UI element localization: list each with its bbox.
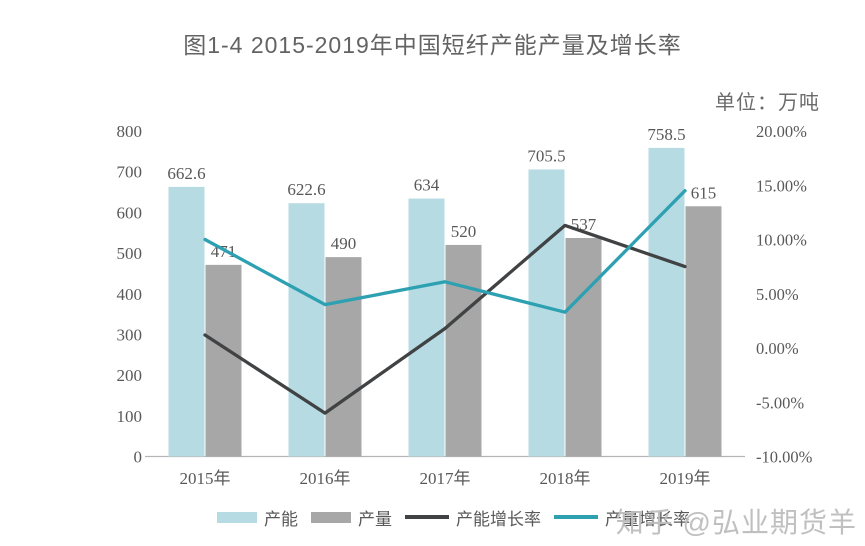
bar-value-label: 490 bbox=[331, 234, 357, 253]
right-axis-tick: 5.00% bbox=[756, 285, 799, 304]
right-axis-tick: 10.00% bbox=[756, 231, 807, 250]
bar-value-label: 662.6 bbox=[167, 164, 205, 183]
x-axis-category-label: 2017年 bbox=[420, 469, 471, 488]
legend-label: 产能 bbox=[264, 509, 298, 529]
legend-item-3: 产能增长率 bbox=[405, 505, 541, 530]
output-bar-2016年 bbox=[325, 257, 362, 457]
legend-label: 产能增长率 bbox=[456, 509, 541, 529]
right-axis-tick: 0.00% bbox=[756, 339, 799, 358]
legend-swatch-bar bbox=[217, 511, 257, 523]
legend-swatch-bar bbox=[311, 511, 351, 523]
capacity-bar-2017年 bbox=[408, 198, 445, 457]
right-axis-tick: 20.00% bbox=[756, 122, 807, 141]
bar-value-label: 622.6 bbox=[287, 180, 325, 199]
bar-value-label: 520 bbox=[451, 222, 477, 241]
capacity-bar-2019年 bbox=[648, 147, 685, 457]
x-axis-category-label: 2019年 bbox=[660, 469, 711, 488]
bar-value-label: 615 bbox=[691, 183, 717, 202]
right-axis-tick: 15.00% bbox=[756, 176, 807, 195]
legend-item-4: 产量增长率 bbox=[554, 505, 690, 530]
bar-value-label: 705.5 bbox=[527, 146, 565, 165]
bar-value-label: 634 bbox=[414, 176, 440, 195]
left-axis-tick: 600 bbox=[117, 203, 143, 222]
legend-swatch-line bbox=[554, 515, 598, 519]
capacity-growth-line bbox=[203, 223, 687, 415]
legend-label: 产量增长率 bbox=[605, 509, 690, 529]
capacity-bar-2018年 bbox=[528, 169, 565, 457]
legend-label: 产量 bbox=[358, 509, 392, 529]
bar-value-label: 758.5 bbox=[647, 125, 685, 144]
watermark: 知乎 @弘业期货羊 bbox=[615, 507, 857, 538]
left-axis-tick: 800 bbox=[117, 122, 143, 141]
output-bar-2019年 bbox=[685, 206, 722, 457]
output-bar-2018年 bbox=[565, 238, 602, 457]
output-growth-line bbox=[203, 189, 687, 314]
unit-label: 单位：万吨 bbox=[715, 92, 820, 114]
capacity-bars: 662.6 622.6 634 705.5 758.5 bbox=[167, 125, 686, 457]
left-axis-tick: 400 bbox=[117, 285, 143, 304]
x-axis-category-label: 2018年 bbox=[540, 469, 591, 488]
x-axis-category-label: 2016年 bbox=[300, 469, 351, 488]
left-axis-tick: 0 bbox=[134, 448, 143, 467]
chart-title: 图1-4 2015-2019年中国短纤产能产量及增长率 bbox=[183, 32, 682, 58]
left-axis-ticks: 800 700 600 500 400 300 200 100 0 bbox=[117, 122, 143, 467]
right-axis-tick: -5.00% bbox=[756, 393, 804, 412]
right-axis-ticks: 20.00% 15.00% 10.00% 5.00% 0.00% -5.00% -10.00… bbox=[756, 122, 813, 467]
right-axis-tick: -10.00% bbox=[756, 448, 813, 467]
legend: 产能 产量 产能增长率 产量增长率 bbox=[217, 505, 690, 530]
left-axis-tick: 500 bbox=[117, 244, 143, 263]
left-axis-tick: 200 bbox=[117, 366, 143, 385]
legend-swatch-line bbox=[405, 515, 449, 519]
x-axis-labels: 2015年 2016年 2017年 2018年 2019年 bbox=[180, 469, 711, 488]
left-axis-tick: 300 bbox=[117, 325, 143, 344]
output-bar-2015年 bbox=[205, 264, 242, 457]
legend-item-1: 产能 bbox=[217, 505, 298, 530]
x-axis-category-label: 2015年 bbox=[180, 469, 231, 488]
left-axis-tick: 700 bbox=[117, 163, 143, 182]
capacity-bar-2015年 bbox=[168, 186, 205, 457]
left-axis-tick: 100 bbox=[117, 407, 143, 426]
output-bar-2017年 bbox=[445, 244, 482, 457]
legend-item-2: 产量 bbox=[311, 505, 392, 530]
capacity-bar-2016年 bbox=[288, 203, 325, 457]
